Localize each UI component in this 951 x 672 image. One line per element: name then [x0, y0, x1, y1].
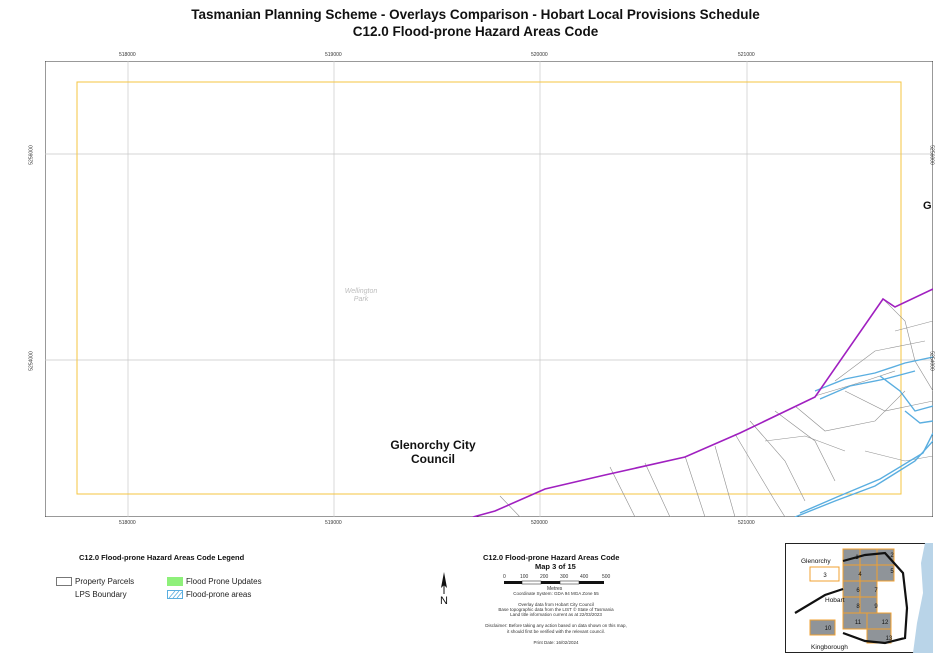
- source-note-2: Base topographic data from the LIST © St…: [498, 607, 614, 612]
- legend-lps-boundary: LPS Boundary: [75, 590, 127, 599]
- svg-text:5: 5: [890, 569, 894, 575]
- grid-y-right-1: 5256000: [928, 145, 935, 165]
- grid-y-right-2: 5254000: [928, 351, 935, 371]
- grid-x-top-2: 519000: [325, 52, 342, 58]
- property-parcels: [499, 298, 933, 517]
- print-date: Print Date: 16/02/2024: [533, 640, 579, 645]
- scale-tick-4: 400: [580, 574, 589, 580]
- svg-text:Hobart: Hobart: [825, 597, 845, 604]
- flood-prone-areas: [794, 356, 933, 517]
- svg-text:11: 11: [855, 620, 862, 626]
- coordinate-system: Coordinate System: GDA 94 MGA Zone 55: [513, 591, 599, 596]
- legend-flood-prone-updates: Flood Prone Updates: [186, 577, 262, 586]
- grid-x-bottom-1: 518000: [119, 520, 136, 526]
- council-label: Glenorchy City: [390, 438, 476, 452]
- svg-text:1: 1: [855, 555, 859, 561]
- scale-unit: Metres: [547, 586, 563, 592]
- grid-x-top-4: 521000: [738, 52, 755, 58]
- grid-y-left-1: 5256000: [28, 145, 35, 165]
- scale-tick-5: 500: [602, 574, 611, 580]
- grid-x-top-1: 518000: [119, 52, 136, 58]
- park-label: Wellington: [345, 288, 378, 295]
- map-number: Map 3 of 15: [535, 562, 576, 571]
- svg-text:Kingborough: Kingborough: [811, 644, 848, 651]
- legend-flood-prone-areas: Flood-prone areas: [186, 590, 252, 599]
- scale-tick-2: 200: [540, 574, 549, 580]
- legend-title: C12.0 Flood-prone Hazard Areas Code Lege…: [79, 553, 245, 562]
- scale-bar: [504, 580, 604, 585]
- council-label-2: Council: [411, 452, 455, 466]
- disclaimer-2: it should first be verified with the rel…: [507, 629, 605, 634]
- lps-boundary: [472, 288, 933, 517]
- svg-text:13: 13: [886, 636, 893, 642]
- graticule: [45, 61, 933, 517]
- svg-text:N: N: [440, 595, 448, 607]
- grid-x-bottom-3: 520000: [531, 520, 548, 526]
- grid-x-bottom-2: 519000: [325, 520, 342, 526]
- svg-text:6: 6: [856, 588, 860, 594]
- disclaimer-1: Disclaimer: Before taking any action bas…: [485, 623, 627, 628]
- svg-text:4: 4: [858, 572, 862, 578]
- hatched-swatch-icon: [167, 590, 183, 599]
- scale-tick-3: 300: [560, 574, 569, 580]
- info-title: C12.0 Flood-prone Hazard Areas Code: [483, 553, 620, 562]
- edge-letter: G: [923, 200, 932, 212]
- grid-x-bottom-4: 521000: [738, 520, 755, 526]
- scale-tick-1: 100: [520, 574, 529, 580]
- svg-text:2: 2: [890, 553, 894, 559]
- svg-text:12: 12: [882, 620, 889, 626]
- svg-text:7: 7: [874, 588, 878, 594]
- source-note-1: Overlay data from Hobart City Council: [518, 602, 594, 607]
- legend-property-parcels: Property Parcels: [75, 577, 135, 586]
- study-area-frame: [76, 81, 902, 495]
- map-title: Tasmanian Planning Scheme - Overlays Com…: [191, 7, 760, 22]
- main-map[interactable]: Wellington Park Glenorchy City Council G: [45, 61, 933, 517]
- svg-text:8: 8: [856, 604, 860, 610]
- scale-tick-0: 0: [503, 574, 506, 580]
- north-arrow-icon: N: [440, 572, 448, 607]
- parcel-swatch-icon: [56, 577, 72, 586]
- map-subtitle: C12.0 Flood-prone Hazard Areas Code: [352, 24, 599, 39]
- svg-text:9: 9: [874, 604, 878, 610]
- park-label-2: Park: [354, 296, 369, 303]
- svg-text:Glenorchy: Glenorchy: [801, 558, 831, 565]
- grid-y-left-2: 5254000: [28, 351, 35, 371]
- green-swatch-icon: [167, 577, 183, 586]
- svg-text:3: 3: [823, 573, 827, 579]
- source-note-3: Land title information current as at 22/…: [510, 612, 602, 617]
- svg-text:10: 10: [825, 626, 832, 632]
- grid-x-top-3: 520000: [531, 52, 548, 58]
